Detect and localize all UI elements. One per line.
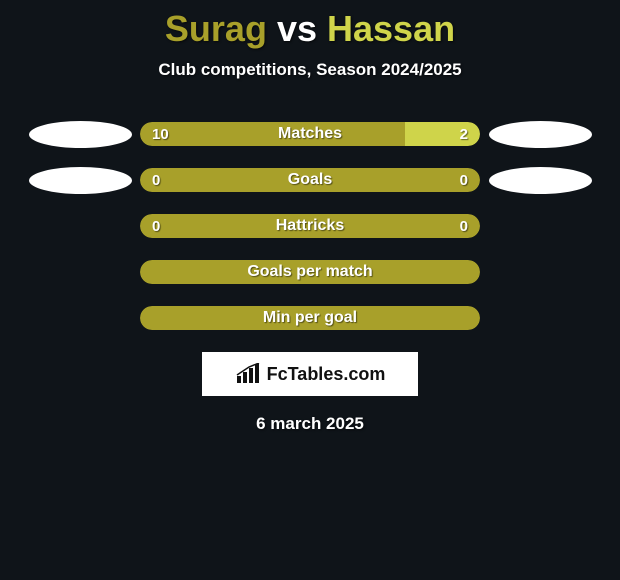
stat-value-left: 0	[152, 168, 160, 192]
stat-row-goals-per-match: Goals per match	[0, 260, 620, 284]
stat-row-matches: 10 Matches 2	[0, 122, 620, 146]
avatar	[29, 121, 132, 148]
avatar	[489, 167, 592, 194]
stat-value-right: 0	[460, 168, 468, 192]
stat-bar: 0 Hattricks 0	[140, 214, 480, 238]
title-player1: Surag	[165, 8, 267, 49]
avatar	[489, 121, 592, 148]
stat-value-left: 10	[152, 122, 169, 146]
stat-bar: Min per goal	[140, 306, 480, 330]
stat-rows: 10 Matches 2 0 Goals 0	[0, 122, 620, 330]
avatar-slot-left	[20, 121, 140, 148]
chart-icon	[235, 363, 261, 385]
bar-segment-player1	[140, 214, 480, 238]
bar-segment-player1	[140, 260, 480, 284]
stat-bar: 10 Matches 2	[140, 122, 480, 146]
stat-row-min-per-goal: Min per goal	[0, 306, 620, 330]
page-title: Surag vs Hassan	[0, 0, 620, 50]
stat-value-right: 2	[460, 122, 468, 146]
avatar-slot-right	[480, 167, 600, 194]
stat-row-hattricks: 0 Hattricks 0	[0, 214, 620, 238]
bar-segment-player2	[405, 122, 480, 146]
avatar-slot-right	[480, 121, 600, 148]
avatar-slot-left	[20, 167, 140, 194]
stats-comparison-card: Surag vs Hassan Club competitions, Seaso…	[0, 0, 620, 580]
stat-bar: 0 Goals 0	[140, 168, 480, 192]
subtitle: Club competitions, Season 2024/2025	[0, 60, 620, 80]
bar-segment-player1	[140, 168, 480, 192]
stat-bar: Goals per match	[140, 260, 480, 284]
branding-text: FcTables.com	[267, 364, 386, 385]
avatar	[29, 167, 132, 194]
title-player2: Hassan	[327, 8, 455, 49]
stat-row-goals: 0 Goals 0	[0, 168, 620, 192]
stat-value-left: 0	[152, 214, 160, 238]
bar-segment-player1	[140, 306, 480, 330]
bar-segment-player1	[140, 122, 405, 146]
branding-badge: FcTables.com	[202, 352, 418, 396]
title-vs: vs	[277, 8, 317, 49]
stat-value-right: 0	[460, 214, 468, 238]
date-label: 6 march 2025	[0, 414, 620, 434]
